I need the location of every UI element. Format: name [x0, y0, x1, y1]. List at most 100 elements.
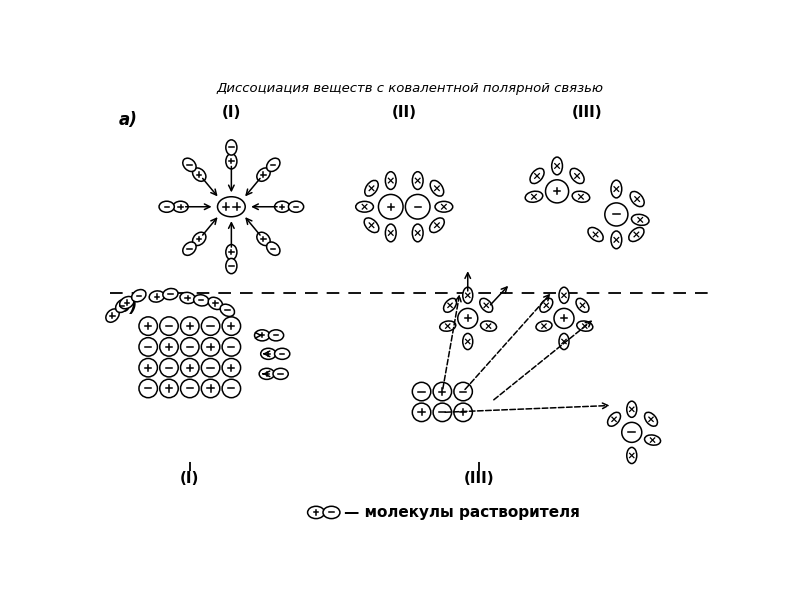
Circle shape	[139, 358, 158, 377]
Circle shape	[433, 382, 451, 401]
Circle shape	[222, 338, 241, 356]
Ellipse shape	[552, 157, 562, 175]
Ellipse shape	[220, 304, 234, 316]
Circle shape	[546, 180, 569, 203]
Ellipse shape	[559, 287, 569, 304]
Ellipse shape	[268, 330, 284, 341]
Ellipse shape	[274, 348, 290, 359]
Ellipse shape	[462, 334, 473, 350]
Circle shape	[139, 379, 158, 398]
Ellipse shape	[116, 299, 129, 313]
Ellipse shape	[323, 506, 340, 518]
Circle shape	[433, 403, 451, 422]
Text: б): б)	[119, 298, 138, 316]
Ellipse shape	[443, 298, 457, 312]
Circle shape	[160, 338, 178, 356]
Ellipse shape	[525, 191, 542, 202]
Ellipse shape	[180, 292, 195, 304]
Ellipse shape	[120, 296, 134, 309]
Ellipse shape	[365, 181, 378, 196]
Ellipse shape	[226, 154, 237, 169]
Ellipse shape	[577, 321, 593, 331]
Text: (I): (I)	[180, 471, 199, 486]
Ellipse shape	[481, 321, 497, 331]
Ellipse shape	[266, 242, 280, 256]
Circle shape	[412, 403, 430, 422]
Circle shape	[622, 422, 642, 442]
Ellipse shape	[150, 291, 164, 302]
Ellipse shape	[630, 191, 644, 206]
Ellipse shape	[386, 224, 396, 242]
Ellipse shape	[132, 290, 146, 302]
Ellipse shape	[266, 158, 280, 172]
Circle shape	[222, 358, 241, 377]
Ellipse shape	[462, 287, 473, 304]
Text: — молекулы растворителя: — молекулы растворителя	[344, 505, 580, 520]
Ellipse shape	[570, 169, 584, 184]
Ellipse shape	[193, 168, 206, 181]
Circle shape	[139, 338, 158, 356]
Ellipse shape	[226, 245, 237, 260]
Ellipse shape	[588, 227, 603, 242]
Circle shape	[454, 403, 472, 422]
Ellipse shape	[254, 330, 270, 341]
Ellipse shape	[536, 321, 552, 331]
Circle shape	[412, 382, 430, 401]
Ellipse shape	[631, 214, 649, 226]
Ellipse shape	[629, 227, 644, 242]
Ellipse shape	[626, 448, 637, 464]
Circle shape	[181, 317, 199, 335]
Ellipse shape	[257, 168, 270, 181]
Ellipse shape	[218, 197, 246, 217]
Circle shape	[458, 308, 478, 328]
Circle shape	[202, 358, 220, 377]
Circle shape	[139, 317, 158, 335]
Ellipse shape	[572, 191, 590, 202]
Circle shape	[181, 358, 199, 377]
Text: а): а)	[119, 111, 138, 129]
Circle shape	[222, 317, 241, 335]
Ellipse shape	[182, 158, 196, 172]
Circle shape	[454, 382, 472, 401]
Ellipse shape	[386, 172, 396, 190]
Circle shape	[378, 194, 403, 219]
Text: (I): (I)	[222, 104, 241, 119]
Ellipse shape	[226, 140, 237, 155]
Circle shape	[605, 203, 628, 226]
Circle shape	[554, 308, 574, 328]
Ellipse shape	[430, 181, 444, 196]
Ellipse shape	[274, 201, 290, 212]
Ellipse shape	[412, 172, 423, 190]
Circle shape	[160, 358, 178, 377]
Circle shape	[406, 194, 430, 219]
Ellipse shape	[480, 298, 493, 312]
Ellipse shape	[435, 202, 453, 212]
Ellipse shape	[208, 297, 222, 310]
Ellipse shape	[307, 506, 325, 518]
Circle shape	[202, 379, 220, 398]
Circle shape	[160, 379, 178, 398]
Ellipse shape	[645, 412, 658, 426]
Ellipse shape	[273, 368, 288, 379]
Circle shape	[181, 338, 199, 356]
Circle shape	[202, 317, 220, 335]
Ellipse shape	[261, 348, 276, 359]
Ellipse shape	[356, 202, 374, 212]
Text: (II): (II)	[392, 104, 417, 119]
Ellipse shape	[611, 180, 622, 198]
Circle shape	[160, 317, 178, 335]
Ellipse shape	[289, 201, 304, 212]
Ellipse shape	[106, 309, 119, 322]
Ellipse shape	[173, 201, 188, 212]
Circle shape	[202, 338, 220, 356]
Ellipse shape	[194, 295, 209, 306]
Circle shape	[222, 379, 241, 398]
Ellipse shape	[257, 232, 270, 245]
Ellipse shape	[540, 298, 553, 312]
Ellipse shape	[182, 242, 196, 256]
Text: (III): (III)	[464, 471, 494, 486]
Ellipse shape	[626, 401, 637, 418]
Ellipse shape	[364, 218, 379, 233]
Text: Диссоциация веществ с ковалентной полярной связью: Диссоциация веществ с ковалентной полярн…	[217, 82, 603, 95]
Ellipse shape	[576, 298, 589, 312]
